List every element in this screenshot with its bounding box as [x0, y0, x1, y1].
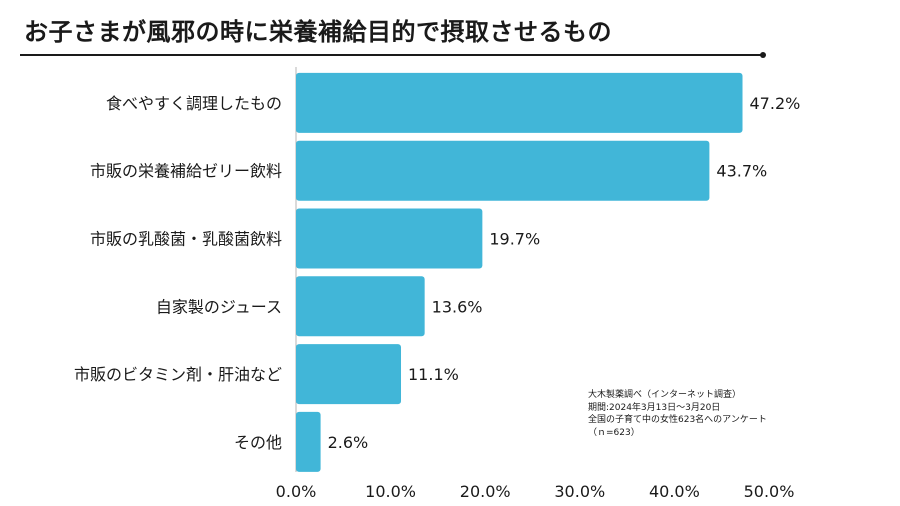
- title-underline-end-dot: [760, 52, 766, 58]
- value-label-4: 11.1%: [408, 365, 459, 384]
- title-underline: [20, 54, 762, 56]
- source-note-line-4: （ｎ=623）: [588, 427, 640, 438]
- source-note: 大木製薬調べ（インターネット調査） 期間:2024年3月13日〜3月20日 全国…: [588, 389, 767, 439]
- bar-4: [296, 344, 402, 405]
- bar-5: [296, 411, 321, 472]
- category-label-4: 市販のビタミン剤・肝油など: [74, 365, 282, 384]
- bar-2: [296, 208, 483, 269]
- x-tick-label-2: 20.0%: [460, 482, 511, 501]
- x-tick-label-4: 40.0%: [649, 482, 700, 501]
- x-tick-label-0: 0.0%: [276, 482, 317, 501]
- source-note-line-2: 期間:2024年3月13日〜3月20日: [588, 402, 721, 413]
- bar-1: [296, 140, 710, 201]
- category-label-2: 市販の乳酸菌・乳酸菌飲料: [90, 230, 282, 249]
- value-label-0: 47.2%: [750, 94, 801, 113]
- category-label-5: その他: [234, 433, 282, 452]
- category-label-3: 自家製のジュース: [156, 297, 282, 316]
- bar-0: [296, 72, 743, 133]
- source-note-line-1: 大木製薬調べ（インターネット調査）: [588, 390, 742, 400]
- source-note-line-3: 全国の子育て中の女性623名へのアンケート: [588, 415, 767, 425]
- x-tick-label-5: 50.0%: [744, 482, 795, 501]
- chart-title: お子さまが風邪の時に栄養補給目的で摂取させるもの: [24, 18, 612, 46]
- value-label-2: 19.7%: [489, 230, 540, 249]
- category-label-0: 食べやすく調理したもの: [106, 94, 282, 113]
- value-label-1: 43.7%: [716, 162, 767, 181]
- x-tick-label-1: 10.0%: [365, 482, 416, 501]
- value-label-5: 2.6%: [328, 433, 369, 452]
- value-label-3: 13.6%: [432, 297, 483, 316]
- x-tick-label-3: 30.0%: [554, 482, 605, 501]
- category-label-1: 市販の栄養補給ゼリー飲料: [90, 162, 282, 181]
- bar-3: [296, 276, 425, 337]
